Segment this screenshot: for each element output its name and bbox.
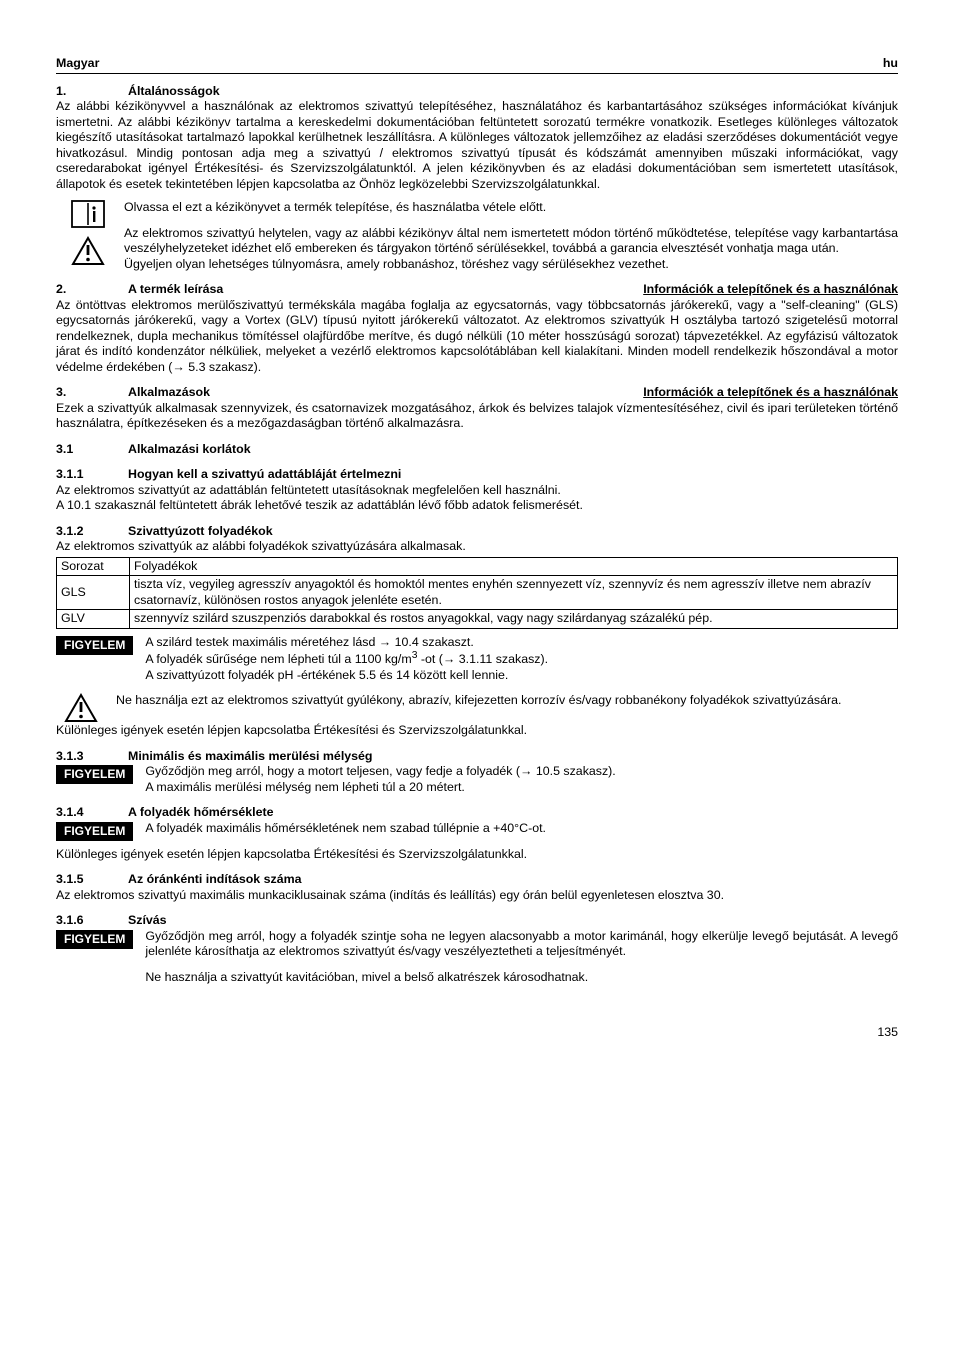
section-1-body: Az alábbi kézikönyvvel a használónak az … <box>56 99 898 192</box>
attention-line: A szilárd testek maximális méretéhez lás… <box>145 635 898 651</box>
section-3-1-4-heading: 3.1.4A folyadék hőmérséklete <box>56 805 898 821</box>
notice-block: Olvassa el ezt a kézikönyvet a termék te… <box>68 200 898 272</box>
attention-line: Győződjön meg arról, hogy a folyadék szi… <box>145 929 898 960</box>
section-3-1-3-title: Minimális és maximális merülési mélység <box>128 749 373 763</box>
section-3-1-title: Alkalmazási korlátok <box>128 442 251 456</box>
fluids-table: Sorozat Folyadékok GLS tiszta víz, vegyi… <box>56 557 898 629</box>
section-2-num: 2. <box>56 282 128 298</box>
section-3-1-3-heading: 3.1.3Minimális és maximális merülési mél… <box>56 749 898 765</box>
table-cell: GLS <box>57 576 130 610</box>
section-3-1-6-heading: 3.1.6Szívás <box>56 913 898 929</box>
table-cell: tiszta víz, vegyileg agresszív anyagoktó… <box>130 576 898 610</box>
section-3-1-2-tail: Különleges igények esetén lépjen kapcsol… <box>56 723 898 739</box>
section-1-heading: 1.Általánosságok <box>56 84 898 100</box>
header-right: hu <box>883 56 898 72</box>
section-3-1-2-num: 3.1.2 <box>56 524 128 540</box>
section-3-1-5-title: Az óránkénti indítások száma <box>128 872 302 886</box>
attention-block: FIGYELEM A folyadék maximális hőmérsékle… <box>56 821 898 841</box>
manual-icon <box>71 200 105 228</box>
attention-block: FIGYELEM Győződjön meg arról, hogy a mot… <box>56 764 898 795</box>
section-3-1-1-line1: Az elektromos szivattyút az adattáblán f… <box>56 483 898 499</box>
section-3-1-5-body: Az elektromos szivattyú maximális munkac… <box>56 888 898 904</box>
section-3-heading: 3.Alkalmazások Információk a telepítőnek… <box>56 385 898 401</box>
section-2-body: Az öntöttvas elektromos merülőszivattyú … <box>56 298 898 376</box>
section-3-1-5-heading: 3.1.5Az óránkénti indítások száma <box>56 872 898 888</box>
table-header-fluids: Folyadékok <box>130 557 898 576</box>
header-left: Magyar <box>56 56 99 72</box>
warning-block: Ne használja ezt az elektromos szivattyú… <box>64 693 898 723</box>
notice-warning-2: Ügyeljen olyan lehetséges túlnyomásra, a… <box>124 257 898 273</box>
section-3-1-4-num: 3.1.4 <box>56 805 128 821</box>
warning-icon <box>71 236 105 266</box>
section-3-1-1-title: Hogyan kell a szivattyú adattábláját ért… <box>128 467 401 481</box>
section-3-1-6-title: Szívás <box>128 913 167 927</box>
section-2-heading: 2.A termék leírása Információk a telepít… <box>56 282 898 298</box>
table-header-series: Sorozat <box>57 557 130 576</box>
attention-line: A szivattyúzott folyadék pH -értékének 5… <box>145 668 898 684</box>
section-3-audience: Információk a telepítőnek és a használón… <box>643 385 898 401</box>
attention-block: FIGYELEM A szilárd testek maximális mére… <box>56 635 898 684</box>
warning-text: Ne használja ezt az elektromos szivattyú… <box>116 693 898 709</box>
section-3-1-num: 3.1 <box>56 442 128 458</box>
section-3-1-1-heading: 3.1.1Hogyan kell a szivattyú adattáblájá… <box>56 467 898 483</box>
table-row: GLS tiszta víz, vegyileg agresszív anyag… <box>57 576 898 610</box>
attention-line: A maximális merülési mélység nem lépheti… <box>145 780 898 796</box>
attention-badge: FIGYELEM <box>56 822 133 841</box>
section-2-title: A termék leírása <box>128 282 223 296</box>
notice-read-manual: Olvassa el ezt a kézikönyvet a termék te… <box>124 200 898 216</box>
attention-line: A folyadék sűrűsége nem lépheti túl a 11… <box>145 650 898 668</box>
table-cell: szennyvíz szilárd szuszpenziós darabokka… <box>130 610 898 629</box>
section-3-1-2-title: Szivattyúzott folyadékok <box>128 524 273 538</box>
section-3-1-6-num: 3.1.6 <box>56 913 128 929</box>
section-3-1-4-title: A folyadék hőmérséklete <box>128 805 274 819</box>
section-3-1-heading: 3.1Alkalmazási korlátok <box>56 442 898 458</box>
section-3-1-1-line2: A 10.1 szakasznál feltüntetett ábrák leh… <box>56 498 898 514</box>
page-number: 135 <box>56 1025 898 1041</box>
section-3-1-5-num: 3.1.5 <box>56 872 128 888</box>
section-3-1-4-tail: Különleges igények esetén lépjen kapcsol… <box>56 847 898 863</box>
section-3-1-1-num: 3.1.1 <box>56 467 128 483</box>
section-3-body: Ezek a szivattyúk alkalmasak szennyvizek… <box>56 401 898 432</box>
attention-line: Győződjön meg arról, hogy a motort telje… <box>145 764 898 780</box>
notice-warning-1: Az elektromos szivattyú helytelen, vagy … <box>124 226 898 257</box>
section-3-1-2-heading: 3.1.2Szivattyúzott folyadékok <box>56 524 898 540</box>
table-cell: GLV <box>57 610 130 629</box>
warning-icon <box>64 693 98 723</box>
section-3-num: 3. <box>56 385 128 401</box>
section-3-title: Alkalmazások <box>128 385 210 399</box>
attention-line: A folyadék maximális hőmérsékletének nem… <box>145 821 898 837</box>
attention-badge: FIGYELEM <box>56 765 133 784</box>
table-row: Sorozat Folyadékok <box>57 557 898 576</box>
page-header: Magyar hu <box>56 56 898 74</box>
attention-badge: FIGYELEM <box>56 636 133 655</box>
section-1-num: 1. <box>56 84 128 100</box>
section-3-1-3-num: 3.1.3 <box>56 749 128 765</box>
table-row: GLV szennyvíz szilárd szuszpenziós darab… <box>57 610 898 629</box>
section-2-audience: Információk a telepítőnek és a használón… <box>643 282 898 298</box>
attention-badge: FIGYELEM <box>56 930 133 949</box>
section-1-title: Általánosságok <box>128 84 220 98</box>
attention-line: Ne használja a szivattyút kavitációban, … <box>145 970 898 986</box>
section-3-1-2-intro: Az elektromos szivattyúk az alábbi folya… <box>56 539 898 555</box>
attention-block: FIGYELEM Győződjön meg arról, hogy a fol… <box>56 929 898 986</box>
